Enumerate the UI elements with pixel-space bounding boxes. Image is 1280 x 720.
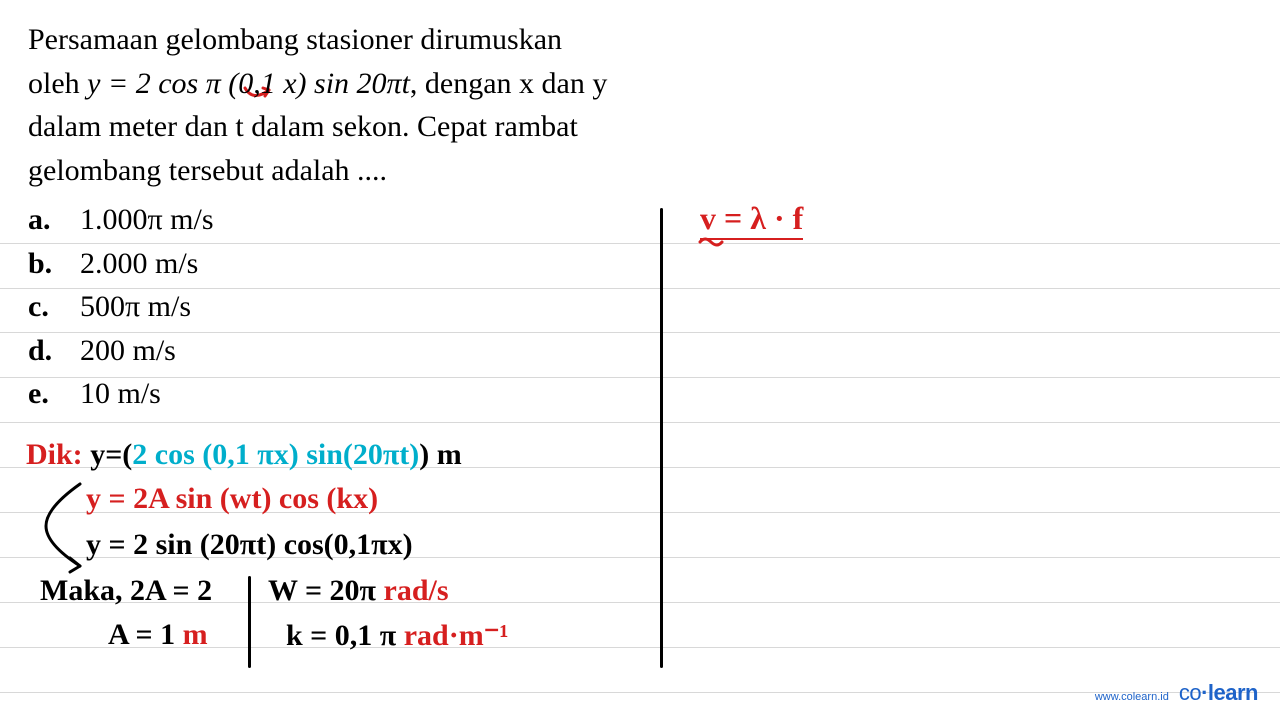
- formula-substituted: y = 2 sin (20πt) cos(0,1πx): [86, 528, 413, 562]
- question-line2-post: , dengan x dan y: [410, 67, 607, 100]
- question-line3: dalam meter dan t dalam sekon. Cepat ram…: [28, 110, 578, 143]
- k-equals: k = 0,1 π rad·m⁻¹: [286, 618, 509, 653]
- formula-2a-sin: y = 2A sin (wt) cos (kx): [86, 482, 378, 516]
- a-equals: A = 1 m: [108, 618, 208, 652]
- question-equation: y = 2 cos π (0,1 x) sin 20πt: [87, 67, 410, 100]
- question-text: Persamaan gelombang stasioner dirumuskan…: [28, 18, 668, 192]
- option-b: b.2.000 m/s: [28, 242, 1252, 286]
- vertical-divider-small: [248, 576, 251, 668]
- footer-url: www.colearn.id: [1095, 691, 1169, 703]
- question-line4: gelombang tersebut adalah ....: [28, 154, 387, 187]
- option-c: c.500π m/s: [28, 285, 1252, 329]
- dik-line: Dik: y=(2 cos (0,1 πx) sin(20πt)) m: [26, 438, 462, 472]
- maka-2a: Maka, 2A = 2: [40, 574, 212, 608]
- brand-logo: co·learn: [1179, 680, 1258, 706]
- option-d: d.200 m/s: [28, 329, 1252, 373]
- options-list: a.1.000π m/s b.2.000 m/s c.500π m/s d.20…: [28, 198, 1252, 416]
- footer-brand: www.colearn.id co·learn: [1095, 680, 1258, 706]
- question-line2-pre: oleh: [28, 67, 87, 100]
- option-a: a.1.000π m/s: [28, 198, 1252, 242]
- option-e: e.10 m/s: [28, 372, 1252, 416]
- question-block: Persamaan gelombang stasioner dirumuskan…: [0, 0, 1280, 416]
- w-equals: W = 20π rad/s: [268, 574, 449, 608]
- question-line1: Persamaan gelombang stasioner dirumuskan: [28, 23, 562, 56]
- bracket-arrow-icon: [40, 478, 90, 574]
